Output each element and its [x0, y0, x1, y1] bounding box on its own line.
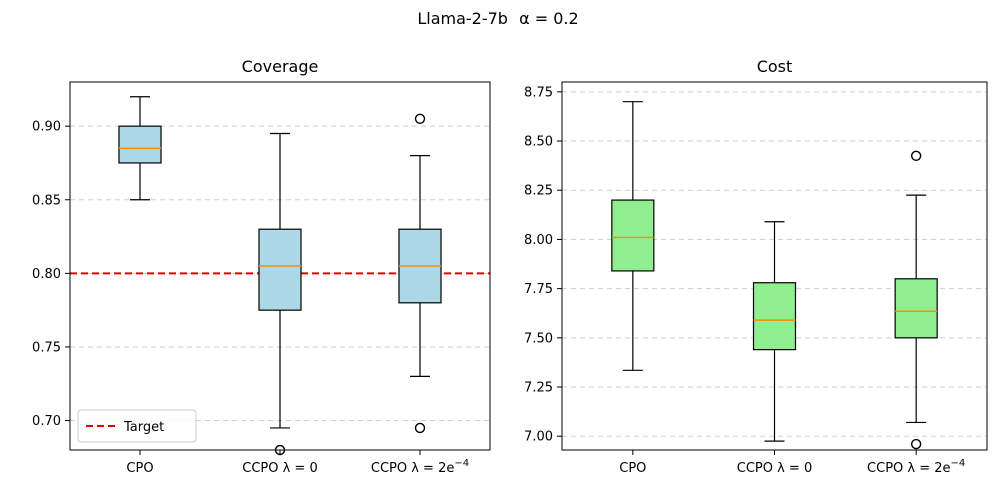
box-3: [894, 150, 938, 450]
outlier-point: [910, 438, 922, 450]
y-tick-label: 7.50: [524, 331, 553, 346]
outlier-point: [910, 150, 922, 161]
y-tick-label: 8.50: [524, 135, 553, 150]
y-tick-label: 7.00: [524, 430, 553, 445]
coverage-title: Coverage: [242, 57, 319, 76]
iqr-box: [752, 282, 797, 351]
y-tick-label: 0.70: [32, 414, 61, 429]
suptitle-param: α = 0.2: [519, 9, 579, 28]
iqr-box: [118, 125, 162, 164]
legend: Target: [77, 409, 197, 443]
box-2: [752, 221, 797, 442]
x-tick-label: CCPO λ = 0: [242, 461, 317, 476]
y-tick-label: 0.85: [32, 193, 61, 208]
box-1: [118, 96, 162, 201]
iqr-box: [894, 278, 938, 339]
cost-subplot: 7.00 7.25 7.50 7.75 8.00 8.25 8.50 8.75 CPO CCPO …: [524, 57, 988, 476]
x-tick-label: CPO: [619, 461, 646, 476]
iqr-box: [258, 228, 302, 311]
box-2: [258, 132, 302, 456]
y-tick-label: 0.90: [32, 120, 61, 135]
y-tick-label: 8.25: [524, 184, 553, 199]
y-tick-label: 7.75: [524, 282, 553, 297]
x-tick-label: CCPO λ = 0: [737, 461, 812, 476]
y-tick-label: 8.75: [524, 85, 553, 100]
suptitle-model: Llama-2-7b: [417, 9, 508, 28]
y-tick-label: 8.00: [524, 233, 553, 248]
outlier-point: [414, 422, 426, 434]
outlier-point: [414, 113, 426, 125]
cost-title: Cost: [757, 57, 793, 76]
y-tick-label: 7.25: [524, 381, 553, 396]
y-tick-label: 0.80: [32, 267, 61, 282]
coverage-subplot: 0.70 0.75 0.80 0.85 0.90 CPO CCPO λ = 0 CCPO λ …: [32, 57, 491, 476]
box-1: [611, 101, 655, 371]
legend-target-label: Target: [123, 420, 164, 435]
box-3: [398, 113, 442, 434]
iqr-box: [611, 199, 655, 272]
y-tick-label: 0.75: [32, 340, 61, 355]
figure-suptitle: Llama-2-7b α = 0.2: [417, 9, 578, 28]
x-tick-label: CPO: [126, 461, 153, 476]
legend-frame: [77, 409, 197, 443]
x-tick-label: CCPO λ = 2e−4: [867, 458, 965, 476]
x-tick-label: CCPO λ = 2e−4: [371, 458, 469, 476]
